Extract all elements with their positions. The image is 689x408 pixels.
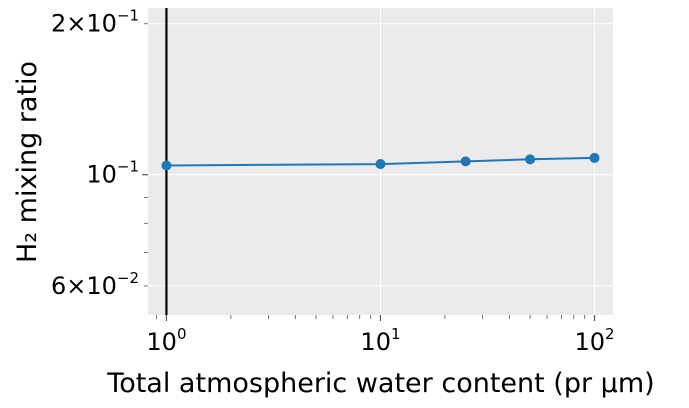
x-tick-label: 101 (360, 325, 400, 356)
y-tick-label: 6×10−2 (51, 269, 139, 300)
y-tick-labels: 2×10−1 10−1 6×10−2 (51, 7, 139, 300)
data-points (161, 152, 600, 171)
data-point (161, 160, 172, 171)
data-point (525, 154, 536, 165)
data-point (375, 159, 386, 170)
x-axis-label: Total atmospheric water content (pr μm) (106, 368, 654, 399)
data-point (460, 156, 471, 167)
minor-ticks (142, 23, 596, 321)
x-tick-label: 102 (574, 325, 614, 356)
y-tick-label: 2×10−1 (51, 7, 139, 38)
x-tick-label: 100 (146, 325, 186, 356)
data-point (589, 152, 600, 163)
y-tick-label: 10−1 (86, 158, 139, 189)
y-axis-label: H₂ mixing ratio (12, 61, 43, 263)
x-tick-labels: 100 101 102 (146, 325, 614, 356)
